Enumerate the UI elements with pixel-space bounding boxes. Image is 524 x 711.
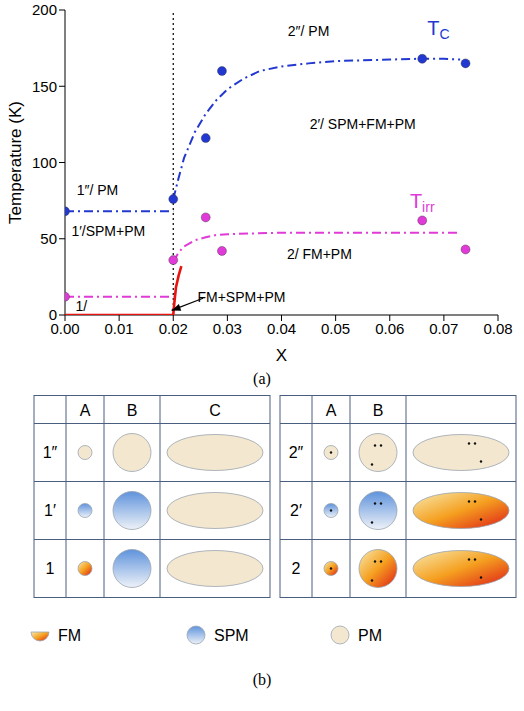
svg-text:C: C [209,402,221,419]
svg-text:0.02: 0.02 [159,320,188,337]
svg-text:1′: 1′ [44,502,56,519]
svg-text:1″/ PM: 1″/ PM [77,182,119,198]
svg-text:FM: FM [58,627,81,644]
svg-text:Tirr: Tirr [410,190,435,215]
svg-text:1: 1 [46,560,55,577]
svg-text:0.03: 0.03 [213,320,242,337]
svg-text:0.06: 0.06 [375,320,404,337]
svg-text:100: 100 [32,154,57,171]
svg-text:TC: TC [427,17,449,42]
svg-text:0.08: 0.08 [483,320,512,337]
svg-text:A: A [80,402,91,419]
svg-text:200: 200 [32,1,57,18]
svg-text:0.07: 0.07 [429,320,458,337]
svg-text:1′/SPM+PM: 1′/SPM+PM [71,223,145,239]
svg-text:2/ FM+PM: 2/ FM+PM [287,246,352,262]
svg-text:0.04: 0.04 [267,320,296,337]
svg-text:PM: PM [358,627,382,644]
svg-text:2: 2 [292,560,301,577]
svg-text:Temperature (K): Temperature (K) [6,101,25,224]
svg-text:A: A [326,402,337,419]
svg-text:FM+SPM+PM: FM+SPM+PM [197,289,285,305]
svg-text:SPM: SPM [214,627,249,644]
svg-text:B: B [373,402,384,419]
svg-text:150: 150 [32,78,57,95]
svg-text:1/: 1/ [75,298,87,314]
svg-text:2″/ PM: 2″/ PM [288,23,330,39]
svg-text:2″: 2″ [289,444,304,461]
svg-text:2′: 2′ [290,502,302,519]
svg-text:1″: 1″ [43,444,58,461]
svg-text:2′/ SPM+FM+PM: 2′/ SPM+FM+PM [310,116,416,132]
svg-text:0.00: 0.00 [50,319,80,337]
svg-text:0.05: 0.05 [321,320,350,337]
svg-text:(b): (b) [253,671,272,689]
svg-text:X: X [276,346,287,365]
svg-text:0.01: 0.01 [105,320,134,337]
svg-text:B: B [127,402,138,419]
svg-text:0: 0 [49,306,57,323]
html-text:(a): (a) [253,370,271,387]
svg-text:50: 50 [40,230,57,247]
